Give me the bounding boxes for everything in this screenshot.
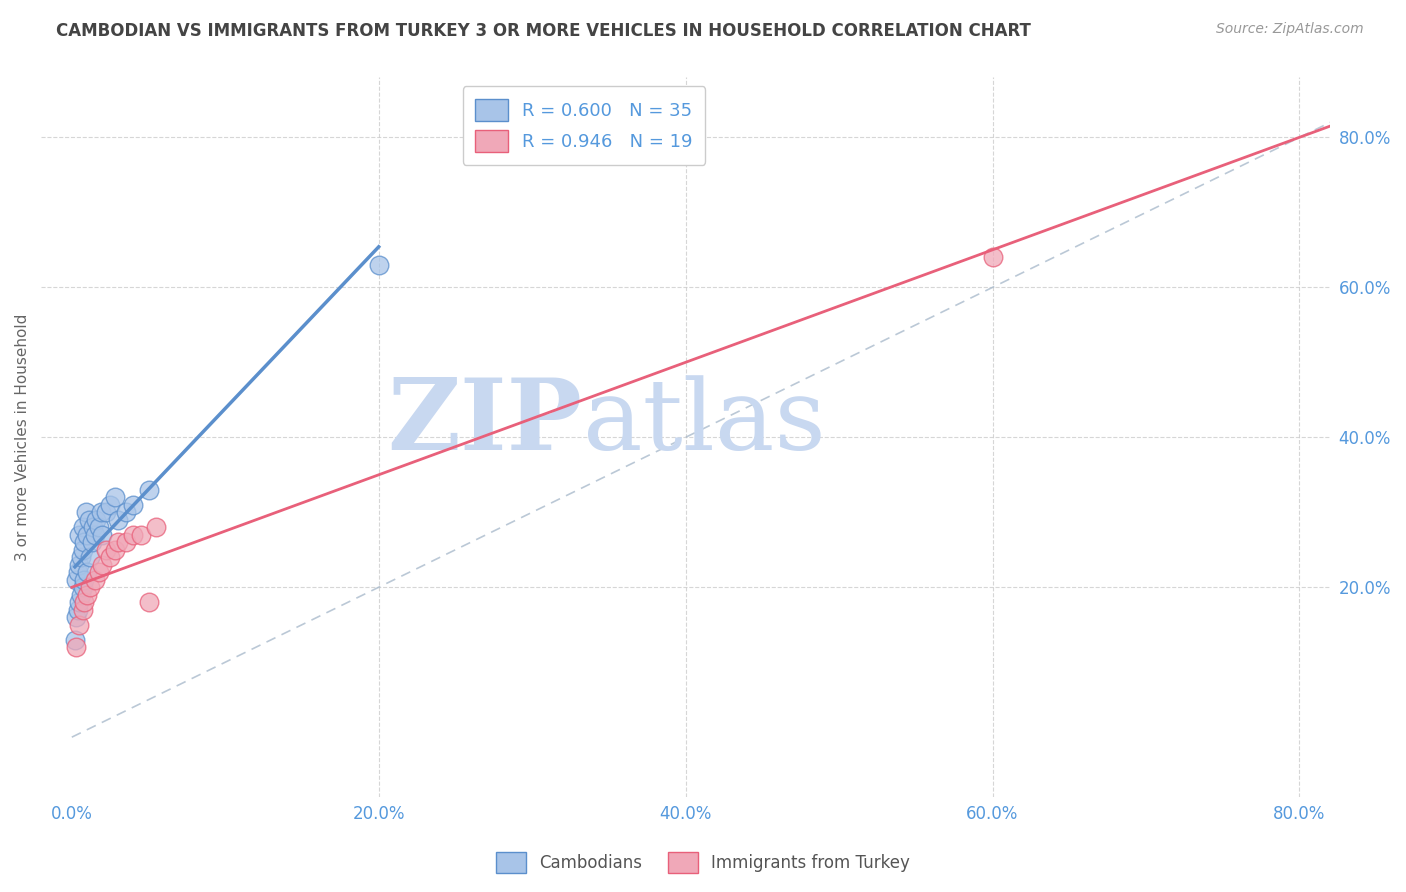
Point [76, 588, 98, 602]
Point [65, 573, 87, 587]
Point [107, 513, 129, 527]
Point [83, 527, 105, 541]
Point [104, 542, 127, 557]
Point [94, 542, 117, 557]
Point [69, 527, 91, 541]
Point [76, 527, 98, 541]
Point [89, 520, 111, 534]
Legend: R = 0.600   N = 35, R = 0.946   N = 19: R = 0.600 N = 35, R = 0.946 N = 19 [463, 87, 706, 165]
Point [72, 520, 94, 534]
Point [90, 505, 112, 519]
Point [65, 610, 87, 624]
Point [104, 490, 127, 504]
Point [66, 566, 89, 580]
Point [98, 550, 121, 565]
Point [91, 558, 114, 572]
Y-axis label: 3 or more Vehicles in Household: 3 or more Vehicles in Household [15, 314, 30, 561]
Point [129, 527, 152, 541]
Text: ZIP: ZIP [388, 375, 582, 471]
Point [70, 588, 93, 602]
Point [122, 498, 145, 512]
Point [73, 595, 96, 609]
Point [69, 595, 91, 609]
Legend: Cambodians, Immigrants from Turkey: Cambodians, Immigrants from Turkey [489, 846, 917, 880]
Text: Source: ZipAtlas.com: Source: ZipAtlas.com [1216, 22, 1364, 37]
Point [91, 527, 114, 541]
Point [367, 258, 389, 272]
Point [63, 632, 86, 647]
Point [73, 573, 96, 587]
Point [69, 617, 91, 632]
Point [70, 550, 93, 565]
Text: CAMBODIAN VS IMMIGRANTS FROM TURKEY 3 OR MORE VEHICLES IN HOUSEHOLD CORRELATION : CAMBODIAN VS IMMIGRANTS FROM TURKEY 3 OR… [56, 22, 1031, 40]
Point [76, 566, 98, 580]
Point [72, 603, 94, 617]
Point [107, 535, 129, 549]
Point [114, 535, 136, 549]
Point [73, 535, 96, 549]
Point [82, 520, 104, 534]
Point [138, 595, 160, 609]
Point [83, 573, 105, 587]
Point [145, 520, 167, 534]
Point [981, 251, 1004, 265]
Point [80, 535, 103, 549]
Text: atlas: atlas [582, 375, 825, 471]
Point [79, 550, 101, 565]
Point [65, 640, 87, 655]
Point [72, 542, 94, 557]
Point [75, 505, 97, 519]
Point [77, 513, 100, 527]
Point [138, 483, 160, 497]
Point [86, 513, 108, 527]
Point [98, 498, 121, 512]
Point [79, 580, 101, 594]
Point [72, 580, 94, 594]
Point [122, 527, 145, 541]
Point [69, 558, 91, 572]
Point [94, 505, 117, 519]
Point [66, 603, 89, 617]
Point [89, 566, 111, 580]
Point [114, 505, 136, 519]
